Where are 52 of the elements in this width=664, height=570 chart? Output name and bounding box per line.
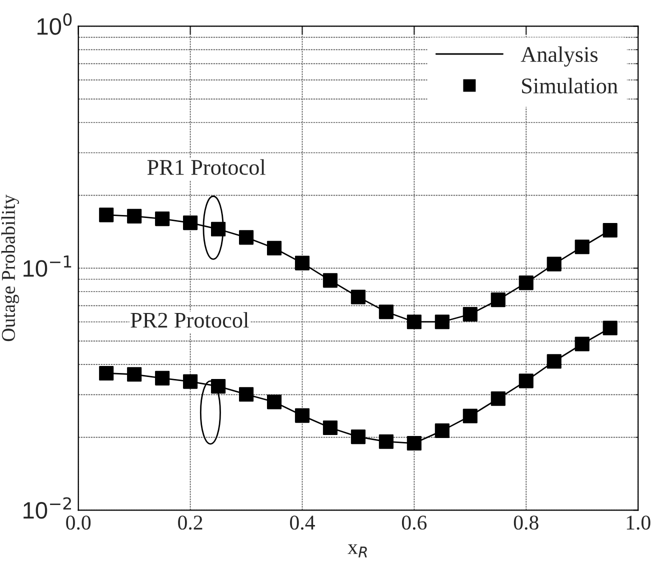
point [266, 240, 282, 256]
point [574, 240, 590, 254]
point [127, 208, 142, 224]
point [294, 408, 310, 423]
point [602, 222, 618, 238]
point [266, 394, 282, 410]
point [546, 256, 562, 272]
point [462, 408, 478, 424]
point [350, 290, 366, 304]
point [238, 387, 254, 402]
point [602, 320, 618, 336]
point [99, 366, 114, 381]
point [211, 379, 226, 394]
point [406, 436, 422, 451]
x-tick-label: 0.8 [514, 516, 538, 530]
point [211, 222, 226, 236]
point [127, 367, 142, 382]
annotation: PR1 Protocol [147, 159, 266, 175]
point [322, 273, 338, 288]
point [378, 434, 394, 449]
point [518, 374, 534, 388]
point [490, 391, 506, 406]
point [462, 306, 478, 322]
point [183, 216, 198, 230]
point [434, 423, 450, 438]
x-tick-label: 0.0 [66, 516, 91, 530]
point [406, 314, 422, 330]
point [490, 292, 506, 308]
point [350, 430, 366, 444]
x-tick-label: 0.4 [290, 516, 315, 530]
point [518, 276, 534, 290]
point [99, 208, 114, 222]
point [434, 314, 450, 330]
x-tick-label: 1.0 [626, 516, 650, 530]
point [546, 354, 562, 369]
x-axis-title: x$_{R}$ [348, 544, 367, 558]
legend-label: Simulation [522, 78, 618, 94]
point [155, 370, 170, 386]
y-tick-label: 10$^{−1}$ [24, 255, 72, 277]
point [238, 230, 254, 245]
point [378, 304, 394, 320]
y-tick-label: 10$^{0}$ [38, 13, 72, 35]
point [155, 212, 170, 226]
y-axis-title: Outage Probability [1, 194, 20, 342]
point [574, 336, 590, 352]
x-tick-label: 0.2 [178, 516, 202, 530]
legend-label: Analysis [520, 46, 598, 67]
x-tick-label: 0.6 [402, 516, 427, 530]
point [322, 420, 338, 436]
annotation: PR2 Protocol [130, 312, 249, 328]
point [294, 256, 310, 270]
point [183, 374, 198, 389]
